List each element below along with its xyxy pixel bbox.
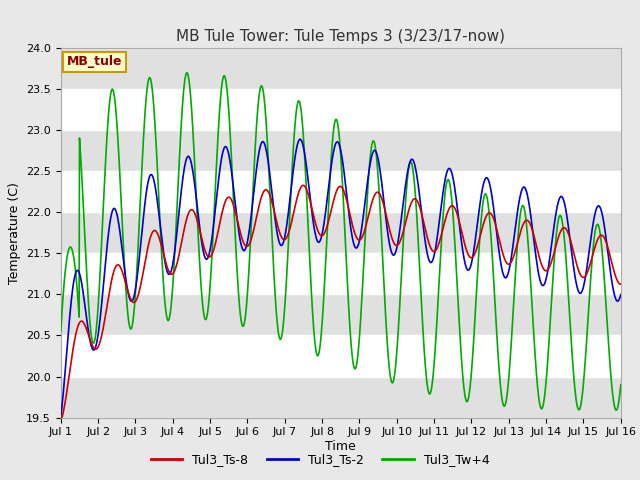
Y-axis label: Temperature (C): Temperature (C) <box>8 182 20 284</box>
X-axis label: Time: Time <box>325 440 356 453</box>
Bar <box>61 48 621 89</box>
Title: MB Tule Tower: Tule Temps 3 (3/23/17-now): MB Tule Tower: Tule Temps 3 (3/23/17-now… <box>176 29 506 44</box>
Bar <box>61 294 621 336</box>
Bar <box>61 130 621 171</box>
Bar <box>61 212 621 253</box>
Text: MB_tule: MB_tule <box>67 55 122 68</box>
Legend: Tul3_Ts-8, Tul3_Ts-2, Tul3_Tw+4: Tul3_Ts-8, Tul3_Ts-2, Tul3_Tw+4 <box>145 448 495 471</box>
Bar <box>61 376 621 418</box>
